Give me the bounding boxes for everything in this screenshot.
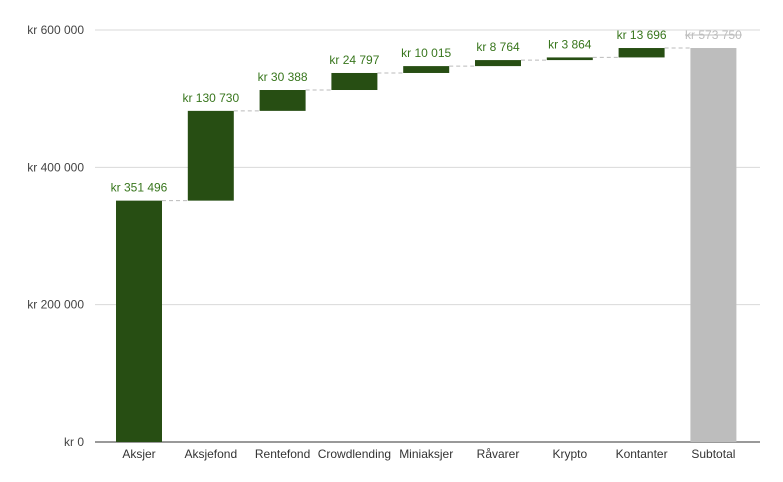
bar-aksjer xyxy=(116,200,162,442)
data-label-2: kr 30 388 xyxy=(258,70,308,84)
bar-aksjefond xyxy=(187,110,234,201)
y-tick-label-2: kr 400 000 xyxy=(27,160,84,174)
bar-rentefond xyxy=(259,90,306,111)
data-label-0: kr 351 496 xyxy=(111,181,168,195)
bar-krypto xyxy=(546,57,593,61)
data-label-5: kr 8 764 xyxy=(476,40,520,54)
x-tick-label-4: Miniaksjer xyxy=(399,447,453,461)
data-label-1: kr 130 730 xyxy=(182,91,239,105)
y-tick-label-1: kr 200 000 xyxy=(27,298,84,312)
data-label-6: kr 3 864 xyxy=(548,37,592,51)
x-tick-label-2: Rentefond xyxy=(255,447,310,461)
data-label-3: kr 24 797 xyxy=(329,53,379,67)
x-tick-label-5: Råvarer xyxy=(477,447,520,461)
x-tick-label-8: Subtotal xyxy=(691,447,735,461)
x-tick-label-0: Aksjer xyxy=(122,447,155,461)
bar-miniaksjer xyxy=(403,66,450,73)
bar-crowdlending xyxy=(331,72,378,91)
data-label-4: kr 10 015 xyxy=(401,46,451,60)
y-tick-label-3: kr 600 000 xyxy=(27,23,84,37)
bar-subtotal xyxy=(690,48,737,443)
x-tick-label-7: Kontanter xyxy=(616,447,668,461)
x-tick-label-1: Aksjefond xyxy=(184,447,237,461)
x-tick-label-3: Crowdlending xyxy=(318,447,391,461)
y-tick-label-0: kr 0 xyxy=(64,435,84,449)
x-tick-label-6: Krypto xyxy=(552,447,587,461)
data-label-7: kr 13 696 xyxy=(617,28,667,42)
bar-kontanter xyxy=(618,48,665,58)
bar-r-varer xyxy=(475,60,521,67)
